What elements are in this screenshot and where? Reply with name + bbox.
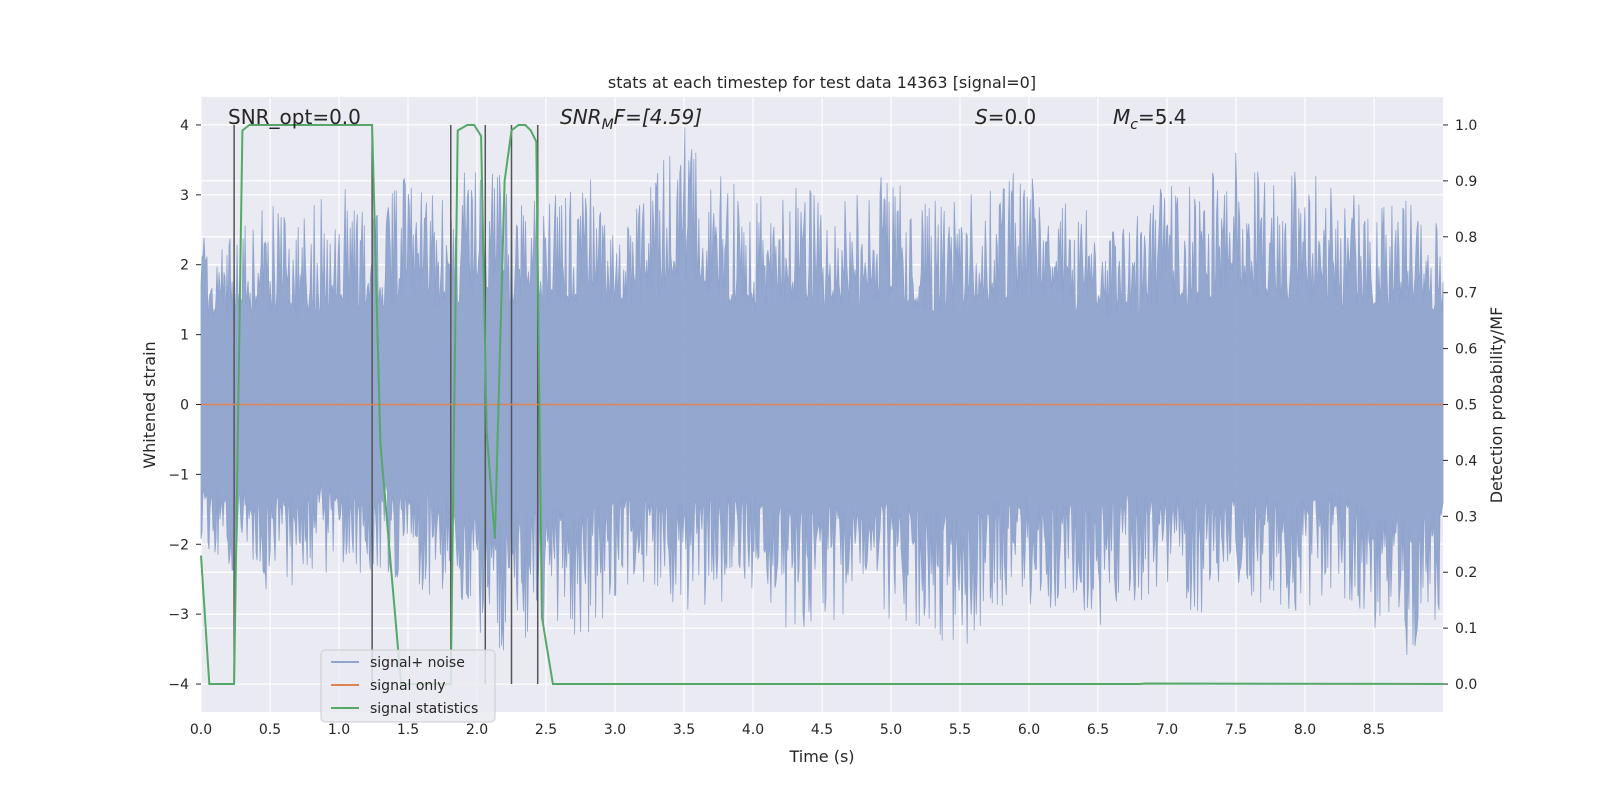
x-tick-label: 2.5	[535, 722, 557, 738]
x-tick-label: 6.0	[1018, 722, 1040, 738]
snr-mf-suffix: F=[4.59]	[614, 105, 702, 129]
x-tick-label: 7.5	[1225, 722, 1247, 738]
x-tick-label: 8.5	[1363, 722, 1385, 738]
y-tick-label: 2	[180, 258, 189, 274]
y-tick-label: 3	[180, 188, 189, 204]
y2-tick-label: 0.4	[1455, 453, 1477, 469]
y2-tick-label: 0.7	[1455, 286, 1477, 302]
y2-tick-label: 0.6	[1455, 342, 1477, 358]
y-tick-label: 4	[180, 118, 189, 134]
y2-tick-label: 0.8	[1455, 230, 1477, 246]
s-label: S	[975, 105, 988, 129]
x-tick-label: 0.0	[190, 722, 212, 738]
x-tick-label: 4.0	[742, 722, 764, 738]
y2-tick-label: 0.1	[1455, 621, 1477, 637]
snr-mf-sub: M	[602, 117, 614, 133]
x-tick-label: 1.0	[328, 722, 350, 738]
x-tick-label: 8.0	[1294, 722, 1316, 738]
y-tick-labels: 4 3 2 1 0 −1 −2 −3 −4	[168, 118, 201, 693]
chart-title: stats at each timestep for test data 143…	[608, 73, 1036, 92]
x-tick-label: 5.0	[880, 722, 902, 738]
y-tick-label: −3	[168, 607, 189, 623]
x-tick-label: 5.5	[949, 722, 971, 738]
y2-tick-label: 0.9	[1455, 174, 1477, 190]
x-tick-label: 4.5	[811, 722, 833, 738]
x-axis-label: Time (s)	[788, 747, 854, 766]
snr-mf-annotation: SNRMF=[4.59]	[560, 105, 702, 133]
mc-sub: c	[1130, 117, 1138, 133]
signal-statistics-series	[200, 124, 1444, 685]
y2-tick-label: 0.5	[1455, 398, 1477, 414]
y2-tick-label: 0.2	[1455, 565, 1477, 581]
y-tick-label: 1	[180, 328, 189, 344]
y2-tick-label: 0.0	[1455, 677, 1477, 693]
y2-tick-labels: 1.0 0.9 0.8 0.7 0.6 0.5 0.4 0.3 0.2 0.1 0.0	[1443, 118, 1477, 693]
x-tick-label: 1.5	[397, 722, 419, 738]
x-tick-label: 7.0	[1156, 722, 1178, 738]
mc-label: M	[1113, 105, 1130, 129]
legend-label-signal-noise: signal+ noise	[370, 655, 465, 671]
y-tick-label: −4	[168, 677, 189, 693]
legend-box	[320, 649, 496, 723]
x-tick-label: 3.5	[673, 722, 695, 738]
y-tick-label: −1	[168, 467, 189, 483]
mc-annotation: Mc=5.4	[1113, 105, 1187, 133]
s-value: =0.0	[988, 105, 1037, 129]
legend-label-signal-statistics: signal statistics	[370, 701, 478, 717]
y-tick-label: 0	[180, 398, 189, 414]
x-tick-label: 6.5	[1087, 722, 1109, 738]
x-tick-label: 2.0	[466, 722, 488, 738]
legend-label-signal-only: signal only	[370, 678, 445, 694]
s-annotation: S=0.0	[975, 105, 1036, 129]
mc-value: =5.4	[1138, 105, 1187, 129]
snr-opt-annotation: SNR_opt=0.0	[228, 105, 361, 129]
y2-tick-label: 1.0	[1455, 118, 1477, 134]
legend: signal+ noise signal only signal statist…	[320, 649, 496, 723]
snr-mf-prefix: SNR	[560, 105, 602, 129]
y-axis-label: Whitened strain	[140, 341, 159, 468]
y-tick-label: −2	[168, 537, 189, 553]
x-tick-labels: 0.0 0.5 1.0 1.5 2.0 2.5 3.0 3.5 4.0 4.5 5.0 5.5 6.0 6…	[190, 722, 1385, 738]
x-tick-label: 0.5	[259, 722, 281, 738]
x-tick-label: 3.0	[604, 722, 626, 738]
y2-tick-label: 0.3	[1455, 509, 1477, 525]
y2-axis-label: Detection probability/MF	[1487, 307, 1506, 504]
